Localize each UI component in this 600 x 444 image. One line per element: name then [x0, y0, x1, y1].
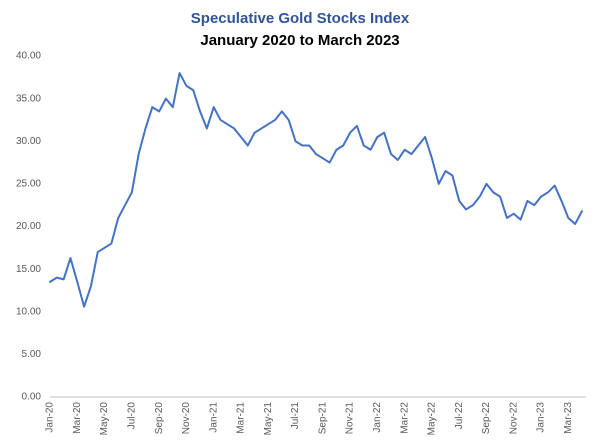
x-tick-label: Jul-21 — [290, 402, 301, 430]
y-tick-label: 20.00 — [16, 221, 41, 232]
x-tick-label: Jul-22 — [454, 402, 465, 430]
y-tick-label: 25.00 — [16, 179, 41, 190]
x-tick-label: Mar-22 — [399, 402, 410, 434]
y-tick-label: 30.00 — [16, 136, 41, 147]
y-tick-label: 0.00 — [22, 392, 42, 403]
x-tick-label: Mar-20 — [72, 402, 83, 434]
y-tick-label: 5.00 — [22, 349, 42, 360]
x-tick-label: Nov-20 — [181, 402, 192, 435]
x-tick-label: Nov-22 — [508, 402, 519, 435]
x-tick-label: Sep-22 — [481, 402, 492, 435]
y-tick-label: 40.00 — [16, 51, 41, 62]
x-tick-label: Sep-21 — [317, 402, 328, 435]
x-tick-label: Mar-23 — [563, 402, 574, 434]
x-tick-label: May-21 — [263, 402, 274, 436]
x-tick-label: Jan-20 — [45, 402, 56, 433]
x-tick-label: Jan-22 — [372, 402, 383, 433]
chart-subtitle: January 2020 to March 2023 — [200, 32, 399, 49]
x-tick-label: May-20 — [99, 402, 110, 436]
x-tick-label: Nov-21 — [345, 402, 356, 435]
x-tick-label: Mar-21 — [236, 402, 247, 434]
x-tick-label: Jan-23 — [536, 402, 547, 433]
line-series — [49, 72, 583, 308]
x-tick-label: Jan-21 — [208, 402, 219, 433]
x-tick-label: Jul-20 — [126, 402, 137, 430]
x-tick-label: Sep-20 — [154, 402, 165, 435]
y-tick-label: 15.00 — [16, 264, 41, 275]
chart-title: Speculative Gold Stocks Index — [191, 10, 410, 27]
x-tick-label: May-22 — [427, 402, 438, 436]
y-tick-label: 35.00 — [16, 93, 41, 104]
y-tick-label: 10.00 — [16, 306, 41, 317]
